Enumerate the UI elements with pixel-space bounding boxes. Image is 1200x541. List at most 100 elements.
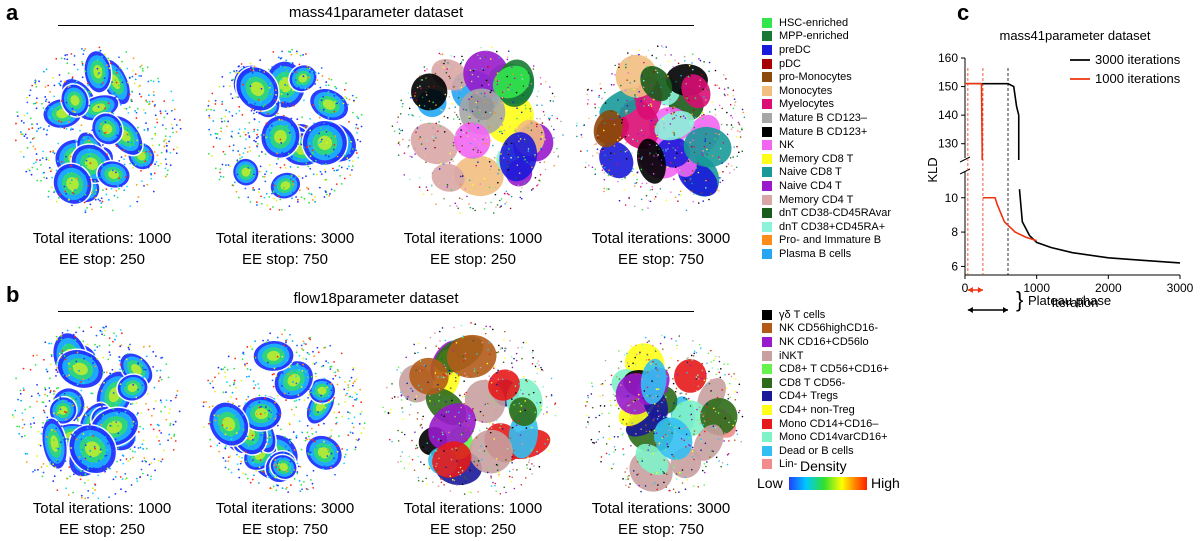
legend-swatch — [762, 248, 772, 259]
legend-swatch — [762, 445, 772, 456]
legend-item: CD4+ non-Treg — [762, 403, 889, 417]
legend-item: Memory CD8 T — [762, 152, 891, 166]
legend-flow18: γδ T cells NK CD56highCD16- NK CD16+CD56lo… — [762, 308, 889, 471]
legend-item: pro-Monocytes — [762, 70, 891, 84]
tsne-density-plot — [5, 320, 187, 505]
legend-item: Mature B CD123+ — [762, 125, 891, 139]
plot-caption: Total iterations: 1000 EE stop: 250 — [32, 230, 172, 268]
tsne-density-plot — [198, 40, 368, 220]
legend-item: Monocytes — [762, 84, 891, 98]
plateau-brace: } — [1016, 287, 1023, 312]
legend-swatch — [762, 350, 772, 361]
legend-swatch — [762, 112, 772, 123]
plot-caption: Total iterations: 1000 EE stop: 250 — [403, 230, 543, 268]
plot-caption: Total iterations: 1000 EE stop: 250 — [32, 500, 172, 538]
panel-letter-c: c — [957, 0, 970, 25]
legend-item: Pro- and Immature B — [762, 234, 891, 248]
legend-item: dnT CD38-CD45RAvar — [762, 206, 891, 220]
density-scatter — [205, 48, 363, 211]
y-axis-label: KLD — [925, 157, 940, 182]
legend-item: CD8 T CD56- — [762, 376, 889, 390]
legend-swatch — [762, 235, 772, 246]
legend-item: dnT CD38+CD45RA+ — [762, 220, 891, 234]
legend-item: Naive CD8 T — [762, 166, 891, 180]
cluster-scatter — [584, 334, 744, 494]
legend-item: iNKT — [762, 349, 889, 363]
legend-item: Dead or B cells — [762, 444, 889, 458]
legend-item: MPP-enriched — [762, 30, 891, 44]
plateau-arrowhead — [967, 287, 973, 293]
density-scatter — [202, 329, 366, 493]
title-rule-a — [58, 25, 694, 26]
cluster-scatter — [391, 46, 564, 214]
legend-label: Pro- and Immature B — [779, 234, 882, 247]
legend-item: HSC-enriched — [762, 16, 891, 30]
cluster-scatter — [575, 45, 746, 212]
legend-item: NK CD16+CD56lo — [762, 335, 889, 349]
legend-label: pro-Monocytes — [779, 71, 852, 84]
legend-swatch — [762, 99, 772, 110]
legend-item: CD8+ T CD56+CD16+ — [762, 362, 889, 376]
legend-label: Mono CD14varCD16+ — [779, 431, 888, 444]
kld-line-chart: mass41parameter dataset13014015016068100… — [925, 28, 1194, 313]
legend-item: Mono CD14+CD16– — [762, 417, 889, 431]
legend-item: Plasma B cells — [762, 247, 891, 261]
tsne-density-plot — [10, 40, 185, 220]
tsne-cluster-plot — [572, 40, 750, 220]
legend-label: γδ T cells — [779, 308, 826, 321]
legend-series-name: 3000 iterations — [1095, 52, 1181, 67]
x-tick-label: 1000 — [1023, 281, 1050, 295]
plateau-arrowhead — [1003, 307, 1008, 313]
plot-caption: Total iterations: 3000 EE stop: 750 — [215, 500, 355, 538]
cluster-scatter — [382, 322, 557, 495]
y-tick-label: 160 — [938, 51, 958, 65]
legend-swatch — [762, 140, 772, 151]
legend-swatch — [762, 391, 772, 402]
axis-break-mark — [959, 156, 971, 163]
legend-label: iNKT — [779, 349, 804, 362]
y-tick-label: 6 — [951, 259, 958, 273]
legend-swatch — [762, 208, 772, 219]
title-rule-b — [58, 311, 694, 312]
legend-swatch — [762, 180, 772, 191]
legend-item: Myelocytes — [762, 98, 891, 112]
legend-swatch — [762, 336, 772, 347]
axis-break-mark — [959, 168, 971, 175]
legend-label: Myelocytes — [779, 98, 835, 111]
legend-label: NK CD16+CD56lo — [779, 335, 869, 348]
legend-label: Mature B CD123– — [779, 111, 868, 124]
plateau-arrowhead — [967, 307, 973, 313]
legend-swatch — [762, 58, 772, 69]
legend-label: Mature B CD123+ — [779, 125, 868, 138]
series-line — [965, 82, 1020, 116]
tsne-cluster-plot — [378, 318, 564, 505]
legend-item: Lin- — [762, 458, 889, 472]
dataset-title-a: mass41parameter dataset — [288, 4, 464, 21]
density-bar-high-label: High — [871, 475, 900, 491]
y-tick-label: 10 — [945, 191, 959, 205]
legend-label: NK — [779, 139, 795, 152]
density-scatter — [11, 325, 181, 500]
plot-caption: Total iterations: 1000 EE stop: 250 — [403, 500, 543, 538]
legend-label: dnT CD38+CD45RA+ — [779, 220, 886, 233]
legend-label: MPP-enriched — [779, 30, 849, 43]
legend-swatch — [762, 404, 772, 415]
legend-item: preDC — [762, 43, 891, 57]
legend-swatch — [762, 17, 772, 28]
legend-label: preDC — [779, 43, 811, 56]
legend-label: CD4+ non-Treg — [779, 403, 855, 416]
panel-letter-a: a — [6, 0, 19, 25]
density-scatter — [14, 46, 182, 214]
y-tick-label: 140 — [938, 108, 958, 122]
legend-label: Monocytes — [779, 84, 833, 97]
series-line — [965, 82, 983, 153]
legend-item: Mature B CD123– — [762, 111, 891, 125]
legend-label: Lin- — [779, 458, 798, 471]
legend-item: NK CD56highCD16- — [762, 322, 889, 336]
y-tick-label: 130 — [938, 137, 958, 151]
legend-label: dnT CD38-CD45RAvar — [779, 207, 892, 220]
legend-swatch — [762, 72, 772, 83]
legend-swatch — [762, 364, 772, 375]
legend-swatch — [762, 432, 772, 443]
legend-swatch — [762, 194, 772, 205]
